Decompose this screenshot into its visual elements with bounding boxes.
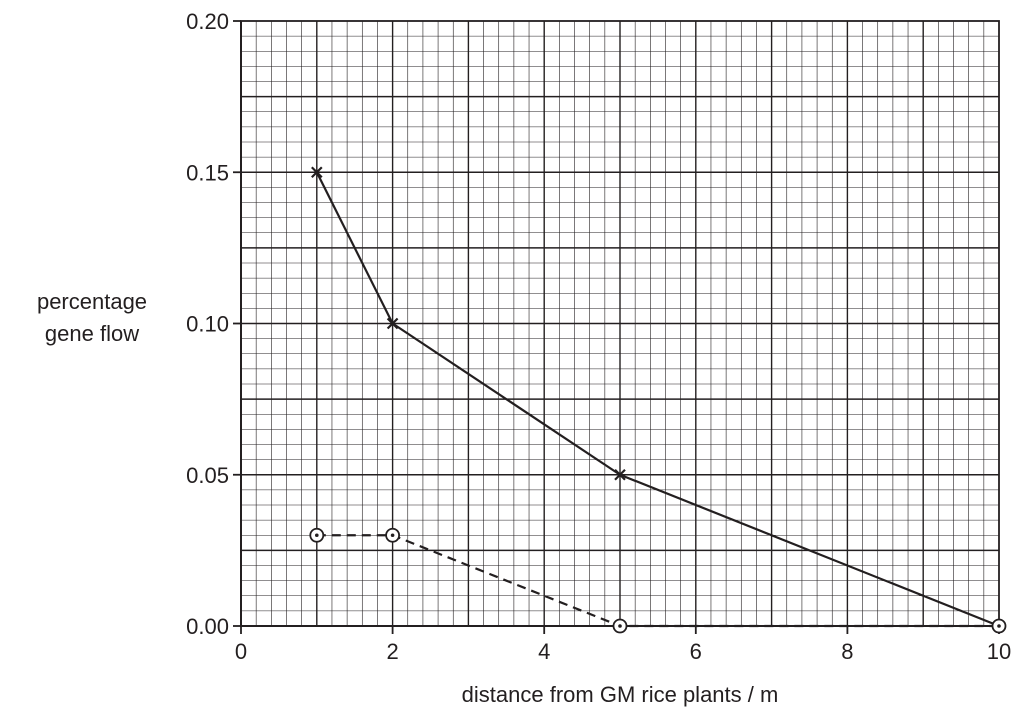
y-tick-label: 0.15 bbox=[186, 160, 229, 185]
x-tick-label: 6 bbox=[690, 639, 702, 664]
series-2-dot-marker bbox=[997, 624, 1001, 628]
y-tick-label: 0.10 bbox=[186, 312, 229, 337]
series-1-cross-marker bbox=[386, 317, 399, 330]
series-2-dot-marker bbox=[390, 533, 395, 538]
major-grid bbox=[241, 21, 999, 626]
series-2-dot-marker bbox=[315, 533, 319, 538]
y-tick-label: 0.05 bbox=[186, 463, 229, 488]
x-tick-label: 8 bbox=[841, 639, 853, 664]
x-tick-label: 0 bbox=[235, 639, 247, 664]
series-1-cross-marker bbox=[614, 468, 626, 481]
x-tick-label: 2 bbox=[386, 639, 398, 664]
tick-labels: 0.00 0.05 0.10 0.15 0.20 0 2 4 6 8 10 bbox=[186, 9, 1011, 664]
y-tick-label: 0.20 bbox=[186, 9, 229, 34]
series-1-line bbox=[315, 171, 1000, 628]
y-axis-title-line-1: percentage bbox=[37, 289, 147, 314]
y-axis-title-line-2: gene flow bbox=[45, 321, 139, 346]
y-tick-label: 0.00 bbox=[186, 614, 229, 639]
series-2-dot-marker bbox=[618, 624, 622, 628]
series-2-line bbox=[316, 534, 999, 628]
data-series bbox=[309, 166, 1007, 634]
series-1-cross-marker bbox=[311, 166, 323, 179]
x-axis-title: distance from GM rice plants / m bbox=[462, 682, 779, 707]
x-tick-label: 4 bbox=[538, 639, 550, 664]
x-tick-label: 10 bbox=[987, 639, 1011, 664]
